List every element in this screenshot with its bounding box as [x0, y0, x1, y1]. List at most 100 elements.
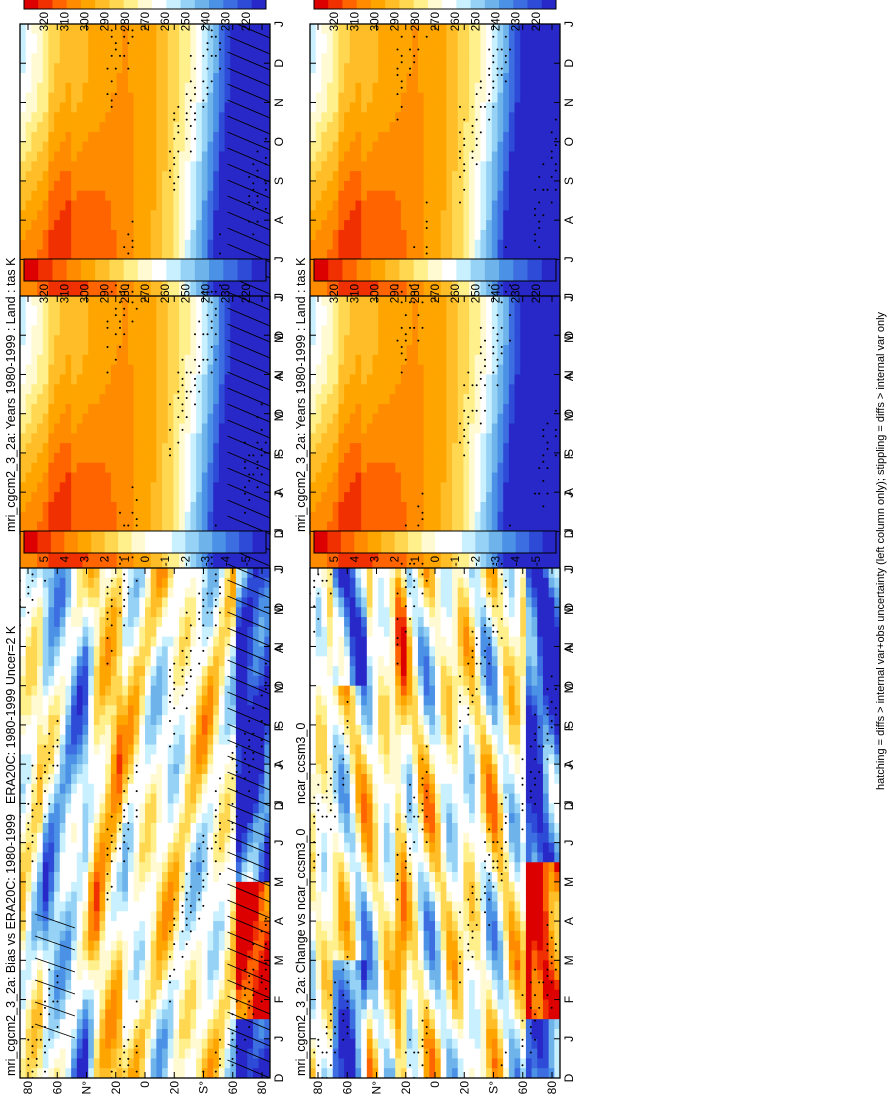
heatmap-cell — [31, 121, 38, 132]
heatmap-cell — [537, 131, 544, 142]
heatmap-cell — [474, 180, 482, 191]
heatmap-cell — [167, 33, 175, 44]
heatmap-cell — [190, 209, 197, 221]
heatmap-cell — [20, 33, 27, 44]
heatmap-cell — [82, 180, 89, 191]
heatmap-cell — [327, 52, 334, 64]
heatmap-cell — [196, 62, 203, 74]
heatmap-cell — [127, 209, 135, 221]
heatmap-cell — [349, 209, 357, 221]
heatmap-cell — [366, 209, 374, 221]
heatmap-cell — [378, 33, 385, 44]
heatmap-cell — [37, 111, 44, 123]
heatmap-cell — [457, 190, 465, 201]
heatmap-cell — [531, 52, 538, 64]
heatmap-cell — [378, 92, 385, 103]
heatmap-cell — [372, 170, 379, 181]
heatmap-cell — [315, 131, 322, 142]
heatmap-cell — [139, 131, 146, 142]
heatmap-cell — [497, 82, 504, 93]
heatmap-cell — [93, 170, 101, 181]
stipple-dot — [169, 176, 171, 178]
heatmap-cell — [59, 180, 67, 191]
heatmap-cell — [400, 209, 408, 221]
heatmap-cell — [383, 72, 391, 83]
stipple-dot — [248, 176, 251, 178]
heatmap-cell — [486, 52, 493, 64]
heatmap-cell — [355, 33, 362, 44]
heatmap-cell — [400, 219, 408, 230]
heatmap-cell — [525, 150, 533, 162]
heatmap-cell — [361, 131, 368, 142]
heatmap-cell — [224, 229, 231, 240]
heatmap-cell — [378, 190, 385, 201]
heatmap-cell — [59, 219, 67, 230]
heatmap-cell — [156, 62, 163, 74]
heatmap-cell — [435, 52, 442, 64]
stipple-dot — [210, 35, 213, 38]
heatmap-cell — [207, 72, 214, 83]
heatmap-cell — [349, 141, 357, 152]
heatmap-cell — [162, 131, 169, 142]
heatmap-cell — [218, 72, 226, 83]
heatmap-cell — [116, 209, 123, 221]
heatmap-cell — [327, 121, 334, 132]
heatmap-cell — [361, 43, 368, 54]
heatmap-cell — [88, 72, 95, 83]
heatmap-cell — [116, 62, 123, 74]
heatmap-cell — [361, 150, 368, 162]
heatmap-cell — [332, 43, 340, 54]
heatmap-cell — [327, 82, 334, 93]
heatmap-cell — [156, 121, 163, 132]
heatmap-cell — [412, 33, 419, 44]
heatmap-cell — [349, 111, 357, 123]
heatmap-cell — [213, 72, 220, 83]
heatmap-cell — [406, 248, 413, 260]
heatmap-cell — [59, 190, 67, 201]
stipple-dot — [106, 67, 109, 70]
heatmap-cell — [31, 150, 38, 162]
heatmap-cell — [525, 101, 533, 113]
heatmap-cell — [344, 43, 351, 54]
heatmap-cell — [361, 33, 368, 44]
heatmap-cell — [167, 219, 175, 230]
heatmap-cell — [480, 62, 487, 74]
heatmap-cell — [110, 121, 118, 132]
heatmap-cell — [366, 33, 374, 44]
heatmap-cell — [150, 131, 157, 142]
heatmap-cell — [452, 82, 459, 93]
heatmap-cell — [361, 248, 368, 260]
heatmap-cell — [383, 62, 391, 74]
heatmap-cell — [82, 82, 89, 93]
heatmap-cell — [93, 43, 101, 54]
heatmap-cell — [139, 229, 146, 240]
heatmap-cell — [406, 180, 413, 191]
heatmap-cell — [542, 131, 550, 142]
heatmap-cell — [417, 43, 425, 54]
heatmap-cell — [361, 82, 368, 93]
heatmap-cell — [389, 209, 396, 221]
heatmap-cell — [366, 199, 374, 211]
heatmap-cell — [503, 131, 510, 142]
heatmap-cell — [406, 239, 413, 250]
heatmap-cell — [93, 121, 101, 132]
heatmap-cell — [310, 24, 317, 34]
heatmap-cell — [156, 72, 163, 83]
heatmap-cell — [31, 141, 38, 152]
heatmap-cell — [310, 170, 317, 181]
heatmap-cell — [37, 239, 44, 250]
heatmap-cell — [201, 111, 209, 123]
heatmap-cell — [327, 170, 334, 181]
heatmap-cell — [520, 229, 527, 240]
heatmap-cell — [122, 101, 129, 113]
heatmap-cell — [54, 219, 61, 230]
heatmap-cell — [37, 209, 44, 221]
heatmap-cell — [110, 170, 118, 181]
heatmap-cell — [355, 229, 362, 240]
heatmap-cell — [486, 160, 493, 172]
heatmap-cell — [150, 160, 157, 172]
heatmap-cell — [361, 229, 368, 240]
heatmap-cell — [93, 33, 101, 44]
heatmap-cell — [162, 190, 169, 201]
heatmap-cell — [224, 72, 231, 83]
